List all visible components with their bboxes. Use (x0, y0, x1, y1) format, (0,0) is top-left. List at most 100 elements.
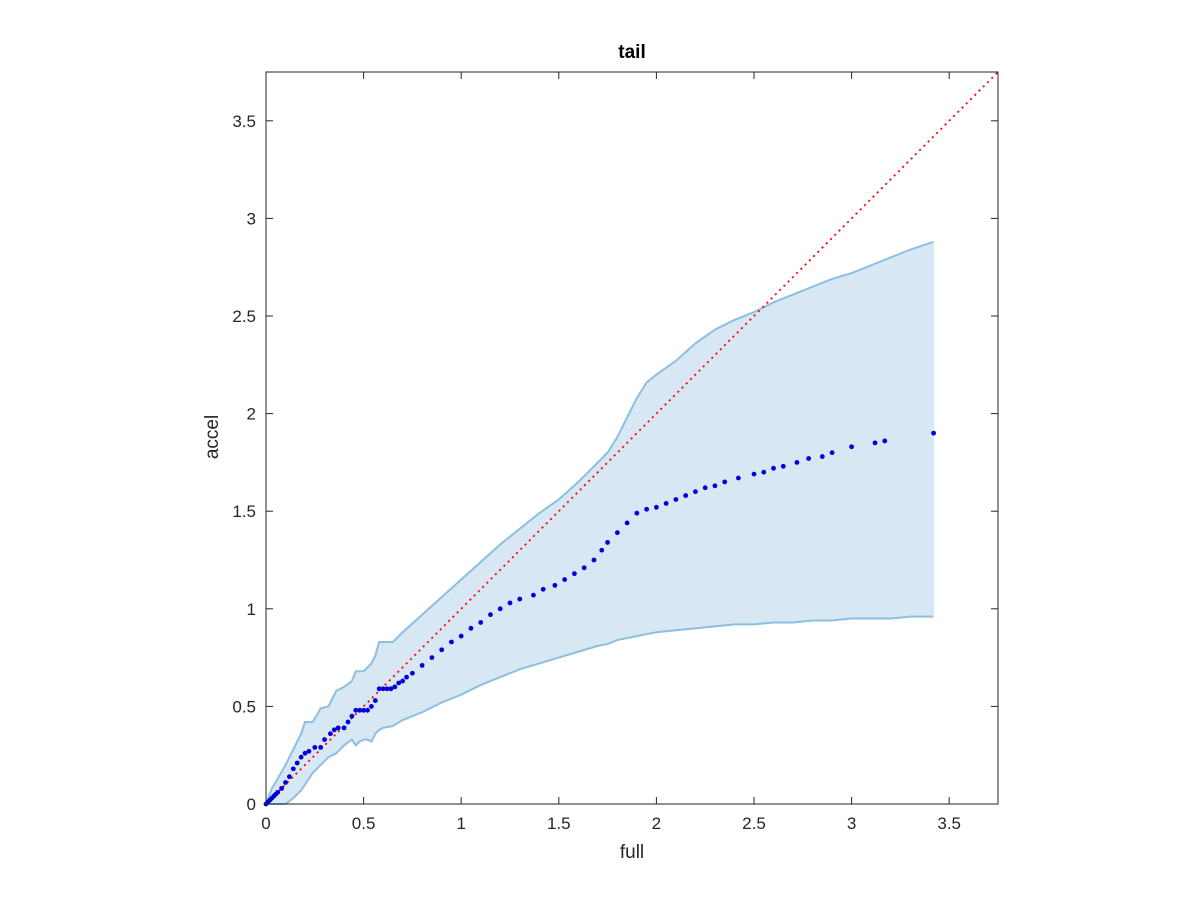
data-point (341, 725, 347, 731)
data-point (507, 600, 513, 606)
data-point (439, 647, 445, 653)
x-tick-label: 3.5 (937, 814, 961, 833)
data-point (702, 485, 708, 491)
data-point (599, 547, 605, 553)
y-tick-label: 3 (247, 209, 256, 228)
y-tick-label: 2 (247, 405, 256, 424)
data-point (392, 684, 398, 690)
y-tick-label: 2.5 (232, 307, 256, 326)
data-point (478, 620, 484, 625)
data-point (540, 586, 546, 592)
data-point (663, 500, 669, 506)
y-tick-label: 0.5 (232, 697, 256, 716)
data-point (644, 506, 650, 512)
data-point (458, 633, 464, 639)
x-axis-ticks: 0 0.5 1 1.5 2 2.5 3 3.5 (261, 72, 961, 833)
x-tick-label: 3 (847, 814, 856, 833)
data-point (396, 680, 402, 686)
data-point (614, 530, 620, 536)
axes-box (265, 71, 999, 805)
data-point (829, 450, 835, 456)
data-point (673, 497, 679, 502)
data-point (335, 725, 341, 731)
data-point (345, 719, 351, 725)
data-point (400, 678, 406, 684)
data-point (353, 707, 359, 713)
confidence-band (265, 240, 935, 805)
data-point (735, 475, 741, 481)
reference-diagonal (265, 71, 999, 805)
y-tick-label: 1 (247, 600, 256, 619)
data-point (410, 670, 415, 676)
data-point (306, 748, 312, 754)
data-point (376, 686, 382, 692)
data-point (634, 510, 640, 516)
data-point (404, 674, 409, 680)
data-point (279, 785, 285, 791)
data-point (780, 463, 786, 469)
x-tick-label: 1.5 (547, 814, 571, 833)
data-point (722, 479, 728, 485)
x-tick-label: 0 (261, 814, 270, 833)
y-tick-label: 3.5 (232, 112, 256, 131)
data-point (419, 663, 425, 668)
data-point (552, 582, 558, 588)
data-point (312, 744, 318, 750)
data-point (298, 754, 304, 760)
x-tick-label: 2 (652, 814, 661, 833)
data-point (318, 744, 324, 750)
band-area (266, 241, 934, 805)
data-point (591, 557, 597, 563)
y-tick-label: 0 (247, 795, 256, 814)
data-point (683, 493, 689, 498)
data-point (751, 471, 757, 477)
data-point (369, 704, 374, 709)
data-point (357, 707, 363, 713)
y-axis-label: accel (202, 415, 223, 459)
data-point (771, 465, 776, 471)
data-point (290, 766, 296, 772)
data-point (497, 606, 503, 612)
data-point (294, 760, 300, 766)
x-tick-label: 2.5 (742, 814, 766, 833)
data-point (302, 750, 308, 756)
data-point (654, 504, 659, 510)
chart-title: tail (618, 42, 645, 63)
data-point (572, 571, 577, 577)
data-point (349, 713, 355, 719)
data-point (562, 577, 568, 582)
data-point (581, 565, 587, 571)
data-point (328, 731, 333, 737)
data-point (605, 540, 610, 545)
reference-line (265, 71, 999, 805)
data-point (361, 707, 366, 713)
data-point (429, 655, 435, 660)
data-point (365, 707, 370, 713)
data-point (468, 625, 474, 631)
data-point (380, 686, 386, 692)
data-point (872, 440, 878, 446)
y-axis-ticks: 0 0.5 1 1.5 2 2.5 3 3.5 (232, 112, 998, 814)
data-point (931, 430, 936, 436)
data-point (849, 444, 854, 450)
data-point (384, 686, 390, 692)
data-point (794, 460, 800, 465)
data-point (761, 469, 767, 475)
data-point (712, 483, 718, 489)
data-point (693, 489, 698, 495)
y-tick-label: 1.5 (232, 502, 256, 521)
data-point (372, 698, 378, 703)
data-point (283, 780, 288, 785)
band-lower-line (266, 615, 934, 805)
data-point (806, 456, 812, 461)
data-point (287, 774, 292, 780)
data-point (517, 596, 523, 602)
plot-frame (265, 71, 999, 805)
data-point (322, 737, 327, 742)
data-point (531, 592, 536, 598)
data-point (624, 520, 630, 526)
data-point (331, 727, 337, 733)
data-point (449, 639, 454, 645)
x-tick-label: 1 (456, 814, 465, 833)
